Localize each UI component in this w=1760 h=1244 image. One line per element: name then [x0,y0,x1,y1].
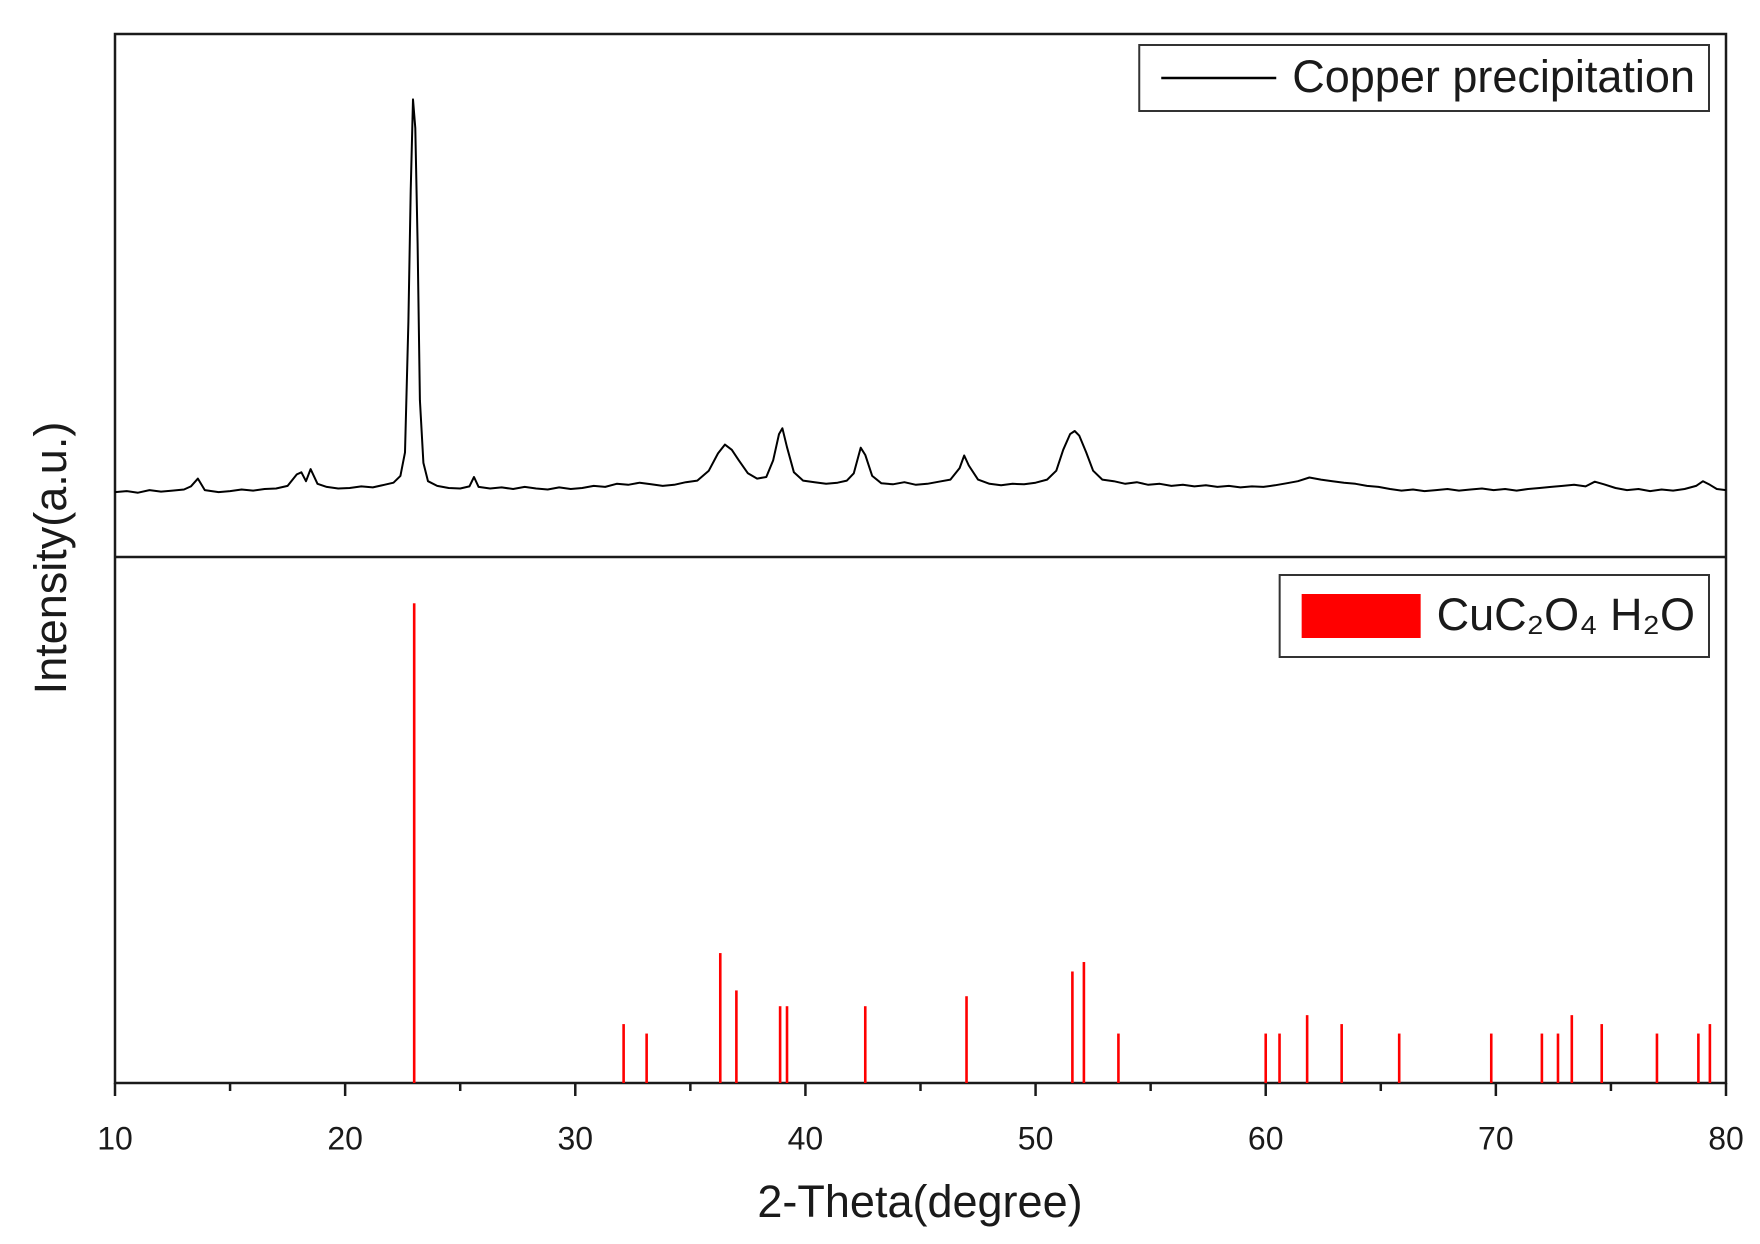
legend-swatch [1301,594,1421,638]
stick [1278,1033,1281,1083]
stick [1397,1033,1401,1083]
stick [1540,1033,1544,1083]
stick [1340,1024,1343,1083]
stick [645,1033,648,1083]
stick [1556,1033,1560,1083]
stick [412,603,416,1083]
x-tick-label: 10 [97,1120,133,1156]
stick [1570,1015,1574,1083]
x-tick-label: 40 [788,1120,824,1156]
legend-box [1138,44,1710,112]
stick [735,990,738,1083]
x-tick-label: 70 [1478,1120,1514,1156]
x-tick-label: 80 [1708,1120,1744,1156]
stick [778,1006,782,1083]
stick [1489,1033,1493,1083]
plot-frame [113,32,1728,1085]
stick [785,1006,789,1083]
legend-text: CuC₂O₄ H₂O [1437,589,1695,640]
legend-box [1278,574,1710,658]
stick [1117,1033,1120,1083]
x-tick-label: 60 [1248,1120,1284,1156]
stick [1708,1024,1712,1083]
x-axis-label: 2-Theta(degree) [757,1176,1082,1227]
stick [1697,1033,1700,1083]
x-tick-label: 20 [327,1120,363,1156]
x-tick-label: 50 [1018,1120,1054,1156]
stick [1082,962,1086,1083]
stick [1264,1033,1268,1083]
stick [1071,971,1074,1083]
stick [718,953,722,1083]
stick [1600,1024,1604,1083]
x-tick-label: 30 [557,1120,593,1156]
legend-text: Copper precipitation [1292,51,1695,102]
stick [1655,1033,1659,1083]
data-line [114,98,1727,494]
stick [1305,1015,1309,1083]
stick [863,1006,867,1083]
y-axis-label: Intensity(a.u.) [25,422,76,695]
stick [965,996,968,1083]
stick [622,1024,625,1083]
